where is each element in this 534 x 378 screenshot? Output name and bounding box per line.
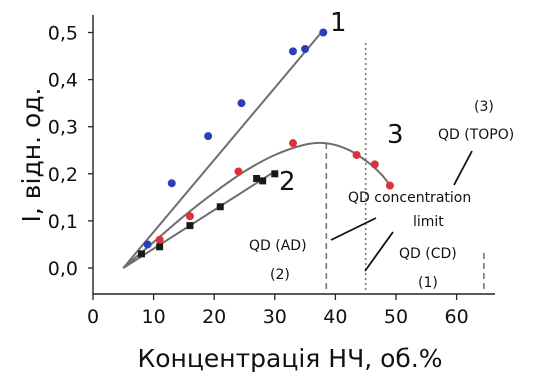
- data-point-series-1: [237, 99, 246, 108]
- x-tick-label: 0: [87, 306, 99, 328]
- data-point-series-3: [370, 160, 379, 169]
- data-point-series-2: [271, 170, 279, 178]
- data-point-series-1: [167, 179, 176, 188]
- data-point-series-2: [216, 203, 224, 211]
- y-tick-label: 0,1: [48, 211, 78, 233]
- data-point-series-3: [352, 150, 361, 159]
- y-tick-marks: [88, 31, 93, 269]
- curve-label-1: 1: [330, 8, 347, 38]
- x-tick-labels: 0 10 20 30 40 50 60: [87, 306, 469, 328]
- fit-line-3: [122, 141, 391, 269]
- data-point-series-3: [234, 167, 243, 176]
- y-tick-label: 0,2: [48, 164, 78, 186]
- x-tick-label: 40: [323, 306, 347, 328]
- axes: [92, 15, 495, 295]
- y-tick-label: 0,4: [48, 70, 78, 92]
- fit-line-1: [122, 29, 325, 269]
- data-point-series-2: [137, 250, 145, 258]
- annotation-cd-index: (1): [418, 275, 438, 291]
- y-tick-label: 0,5: [48, 23, 78, 45]
- data-point-series-1: [319, 28, 328, 37]
- fit-line-2: [122, 170, 276, 269]
- data-point-series-2: [156, 243, 164, 251]
- data-point-series-3: [185, 212, 194, 221]
- data-point-series-1: [204, 132, 213, 141]
- pointer-topo: [453, 150, 473, 186]
- annotation-limit: limit: [413, 214, 444, 230]
- annotations: QD (AD) (2) QD (CD) (1) (3) QD (TOPO) QD…: [249, 99, 514, 291]
- y-tick-labels: 0,0 0,1 0,2 0,3 0,4 0,5: [48, 23, 78, 281]
- data-point-series-1: [301, 44, 310, 53]
- x-tick-label: 10: [142, 306, 166, 328]
- annotation-qd-topo: QD (TOPO): [438, 127, 514, 143]
- x-tick-label: 50: [384, 306, 408, 328]
- data-point-series-2: [259, 177, 267, 185]
- y-axis-title: I, відн. од.: [17, 88, 46, 223]
- annotation-ad-index: (2): [270, 267, 290, 283]
- data-point-series-1: [288, 47, 297, 56]
- x-axis-title: Концентрація НЧ, об.%: [137, 344, 442, 373]
- x-tick-label: 60: [445, 306, 469, 328]
- data-point-series-2: [186, 222, 194, 230]
- curve-label-3: 3: [387, 120, 404, 150]
- curve-labels: 1 2 3: [279, 8, 404, 197]
- x-tick-label: 20: [202, 306, 226, 328]
- data-point-series-1: [143, 240, 152, 249]
- pointer-cd: [364, 231, 394, 272]
- annotation-topo-index: (3): [474, 99, 494, 115]
- data-points: [137, 28, 394, 258]
- data-point-series-3: [288, 139, 297, 148]
- annotation-qd-cd: QD (CD): [399, 246, 457, 262]
- y-tick-label: 0,0: [48, 258, 78, 280]
- x-tick-marks: [92, 294, 458, 300]
- data-point-series-3: [385, 181, 394, 190]
- annotation-pointers: [330, 150, 473, 272]
- fit-curves: [122, 29, 391, 269]
- data-point-series-3: [155, 235, 164, 244]
- annotation-qd-ad: QD (AD): [249, 238, 307, 254]
- data-point-series-2: [253, 175, 261, 183]
- y-tick-label: 0,3: [48, 117, 78, 139]
- curve-label-2: 2: [279, 167, 296, 197]
- pointer-ad: [330, 217, 377, 241]
- limit-lines: [325, 43, 485, 294]
- annotation-concentration-limit: QD concentration: [348, 190, 471, 206]
- x-tick-label: 30: [263, 306, 287, 328]
